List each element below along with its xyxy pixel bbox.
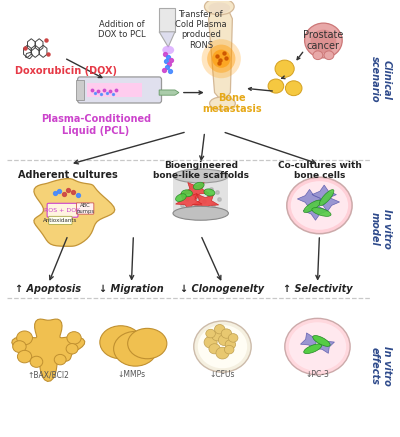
Text: ↓MMPs: ↓MMPs [117, 370, 146, 379]
Ellipse shape [176, 194, 186, 201]
Ellipse shape [208, 3, 230, 14]
Text: ↓PC-3: ↓PC-3 [306, 370, 330, 379]
Ellipse shape [173, 206, 228, 220]
Ellipse shape [193, 182, 204, 190]
Ellipse shape [285, 319, 350, 375]
Text: ↑ Selectivity: ↑ Selectivity [283, 284, 352, 294]
Ellipse shape [289, 322, 346, 371]
Polygon shape [159, 32, 175, 47]
Text: ABC
pumps: ABC pumps [76, 203, 94, 214]
Ellipse shape [312, 208, 331, 216]
Ellipse shape [286, 81, 302, 96]
Ellipse shape [100, 326, 142, 359]
Text: In vitro
effects: In vitro effects [370, 346, 392, 386]
Ellipse shape [67, 332, 81, 344]
FancyBboxPatch shape [78, 77, 162, 103]
Text: Doxorubicin (DOX): Doxorubicin (DOX) [15, 66, 117, 76]
Bar [78, 81, 83, 99]
Ellipse shape [212, 49, 230, 68]
Ellipse shape [202, 39, 241, 78]
Ellipse shape [291, 181, 348, 230]
Polygon shape [176, 194, 202, 211]
Text: ↓ Migration: ↓ Migration [99, 284, 164, 294]
FancyBboxPatch shape [76, 203, 94, 214]
Polygon shape [209, 6, 232, 102]
Ellipse shape [114, 331, 157, 366]
Ellipse shape [324, 51, 334, 59]
Bar [76, 80, 84, 100]
Polygon shape [315, 192, 340, 212]
Ellipse shape [224, 345, 234, 354]
Polygon shape [34, 179, 115, 246]
Ellipse shape [313, 336, 330, 347]
Text: Bioengineered
bone-like scaffolds: Bioengineered bone-like scaffolds [153, 161, 249, 180]
Text: ↑BAX/BCl2: ↑BAX/BCl2 [27, 370, 69, 379]
Ellipse shape [218, 335, 230, 346]
Text: ROS + DOX: ROS + DOX [44, 208, 81, 213]
Ellipse shape [225, 340, 236, 349]
Ellipse shape [313, 51, 323, 59]
Ellipse shape [162, 46, 174, 54]
Ellipse shape [128, 328, 167, 359]
Ellipse shape [194, 321, 251, 372]
Bar [87, 83, 142, 97]
Text: In vitro
model: In vitro model [370, 208, 392, 248]
Polygon shape [314, 337, 334, 354]
Text: ↓ Clonogenelty: ↓ Clonogenelty [180, 284, 264, 294]
Bar [173, 176, 228, 213]
Text: Antioxidants: Antioxidants [43, 218, 77, 223]
Ellipse shape [275, 60, 294, 77]
Ellipse shape [268, 79, 284, 93]
Polygon shape [12, 319, 85, 382]
Ellipse shape [212, 331, 223, 341]
Polygon shape [300, 333, 321, 349]
Ellipse shape [204, 189, 215, 196]
Ellipse shape [204, 0, 234, 15]
Polygon shape [303, 201, 328, 220]
Ellipse shape [173, 169, 228, 183]
Ellipse shape [66, 343, 78, 354]
Text: Prostate
cancer: Prostate cancer [303, 30, 344, 51]
Ellipse shape [54, 354, 66, 365]
Text: Adherent cultures: Adherent cultures [18, 170, 118, 180]
Ellipse shape [17, 331, 32, 345]
Ellipse shape [13, 341, 26, 353]
Ellipse shape [228, 333, 238, 342]
FancyBboxPatch shape [49, 216, 72, 225]
Text: Addition of
DOX to PCL: Addition of DOX to PCL [98, 20, 145, 39]
Ellipse shape [214, 325, 225, 334]
Ellipse shape [221, 329, 232, 338]
Text: Bone
metastasis: Bone metastasis [202, 93, 262, 114]
Bar [159, 8, 175, 32]
Ellipse shape [304, 344, 322, 354]
FancyBboxPatch shape [47, 203, 78, 217]
Ellipse shape [287, 177, 352, 234]
Ellipse shape [305, 23, 342, 58]
Text: ↓CFUs: ↓CFUs [210, 370, 235, 379]
Ellipse shape [206, 329, 215, 338]
Ellipse shape [207, 45, 236, 73]
Ellipse shape [198, 325, 247, 368]
Polygon shape [312, 185, 336, 204]
Ellipse shape [181, 190, 192, 197]
Ellipse shape [210, 97, 235, 110]
Polygon shape [159, 90, 179, 95]
Polygon shape [297, 189, 322, 208]
Ellipse shape [310, 30, 336, 53]
Polygon shape [183, 183, 209, 200]
Text: Clinical
scenario: Clinical scenario [370, 56, 392, 103]
Ellipse shape [304, 200, 321, 212]
Text: ↑ Apoptosis: ↑ Apoptosis [15, 284, 81, 294]
Ellipse shape [30, 356, 43, 368]
Polygon shape [192, 194, 219, 212]
Ellipse shape [18, 350, 32, 363]
Ellipse shape [216, 347, 229, 359]
Ellipse shape [319, 190, 334, 206]
Text: Transfer of
Cold Plasma
produced
RONS: Transfer of Cold Plasma produced RONS [175, 10, 226, 50]
Ellipse shape [204, 336, 217, 348]
Text: Co-cultures with
bone cells: Co-cultures with bone cells [278, 161, 361, 180]
Text: Plasma-Conditioned
Liquid (PCL): Plasma-Conditioned Liquid (PCL) [41, 114, 151, 136]
Ellipse shape [209, 343, 220, 354]
